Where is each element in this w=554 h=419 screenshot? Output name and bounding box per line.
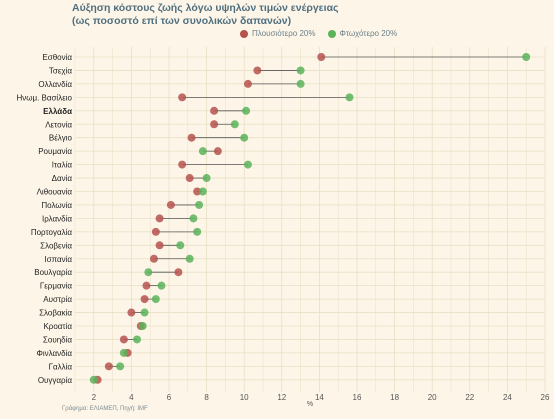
point-poor	[230, 120, 239, 129]
point-poor	[345, 93, 354, 102]
point-rich	[210, 120, 219, 129]
point-poor	[202, 174, 211, 183]
x-tick-label: 12	[277, 393, 286, 402]
point-rich	[213, 147, 222, 156]
point-rich	[104, 362, 113, 371]
y-tick-label: Βουλγαρία	[34, 268, 72, 277]
x-tick-label: 6	[167, 393, 172, 402]
point-poor	[144, 268, 153, 277]
chart-legend: Πλουσιότερο 20% Φτωχότερο 20%	[240, 29, 409, 38]
y-tick-label: Σλοβενία	[40, 241, 72, 250]
point-poor	[157, 281, 166, 290]
y-tick-label: Ιρλανδία	[42, 214, 72, 223]
point-rich	[174, 268, 183, 277]
point-poor	[133, 335, 142, 344]
point-poor	[140, 308, 149, 317]
point-rich	[243, 79, 252, 88]
y-tick-label: Σουηδία	[43, 335, 72, 344]
x-tick-label: 10	[240, 393, 249, 402]
y-tick-label: Φινλανδία	[36, 349, 72, 358]
point-rich	[166, 200, 175, 209]
x-tick-label: 26	[541, 393, 550, 402]
y-tick-label: Ηνωμ. Βασίλειο	[16, 93, 72, 102]
legend-poor-label: Φτωχότερο 20%	[339, 29, 398, 38]
point-poor	[138, 322, 147, 330]
y-tick-label: Ολλανδία	[38, 80, 72, 89]
y-tick-label: Λιθουανία	[37, 188, 73, 197]
y-tick-label: Πολωνία	[41, 201, 72, 210]
legend-item-poor: Φτωχότερο 20%	[327, 29, 398, 38]
point-rich	[155, 214, 164, 223]
point-poor	[243, 160, 252, 169]
y-tick-label: Ισπανία	[44, 255, 72, 264]
x-tick-label: 22	[465, 393, 474, 402]
point-poor	[522, 53, 531, 61]
point-poor	[176, 241, 185, 250]
point-poor	[198, 147, 207, 156]
point-rich	[140, 295, 149, 304]
point-poor	[116, 362, 125, 371]
y-tick-label: Σλοβακία	[39, 309, 72, 318]
point-rich	[185, 174, 194, 183]
x-axis-label: %	[307, 401, 313, 408]
point-poor	[296, 66, 305, 75]
point-rich	[178, 93, 187, 102]
x-tick-label: 20	[428, 393, 437, 402]
point-rich	[193, 187, 202, 196]
y-tick-label: Λετονία	[45, 120, 72, 129]
x-tick-label: 14	[315, 393, 324, 402]
point-poor	[151, 295, 160, 304]
point-poor	[189, 214, 198, 223]
point-rich	[155, 241, 164, 250]
chart-title-line1: Αύξηση κόστους ζωής λόγω υψηλών τιμών εν…	[72, 2, 339, 14]
point-rich	[178, 160, 187, 169]
x-tick-label: 4	[129, 393, 134, 402]
point-rich	[317, 53, 326, 61]
point-rich	[151, 227, 160, 236]
y-tick-label: Αυστρία	[43, 295, 72, 304]
y-tick-label: Ουγγαρία	[38, 376, 73, 385]
legend-rich-dot-icon	[240, 29, 248, 38]
x-tick-label: 18	[390, 393, 399, 402]
point-rich	[210, 106, 219, 115]
point-poor	[198, 187, 207, 196]
y-tick-label: Δανία	[52, 174, 73, 183]
point-rich	[253, 66, 262, 75]
legend-rich-label: Πλουσιότερο 20%	[252, 29, 316, 38]
point-rich	[187, 133, 196, 142]
y-tick-label: Πορτογαλία	[31, 228, 73, 237]
y-tick-label: Ρουμανία	[38, 147, 72, 156]
plot-area	[75, 47, 545, 392]
legend-item-rich: Πλουσιότερο 20%	[240, 29, 316, 38]
y-tick-label: Γαλλία	[49, 362, 73, 371]
chart-title: Αύξηση κόστους ζωής λόγω υψηλών τιμών εν…	[72, 2, 339, 28]
point-poor	[89, 375, 98, 384]
chart-source: Γράφημα: ΕΛΙΑΜΕΠ, Πηγή: IMF	[62, 406, 148, 412]
y-tick-label: Τσεχία	[49, 66, 72, 75]
point-rich	[119, 335, 128, 344]
legend-poor-dot-icon	[327, 29, 336, 38]
point-rich	[149, 254, 158, 263]
y-tick-label: Εσθονία	[42, 53, 72, 62]
point-poor	[296, 79, 305, 88]
point-poor	[185, 254, 194, 263]
y-tick-label: Κροατία	[43, 322, 72, 331]
point-rich	[142, 281, 151, 290]
y-tick-label: Ιταλία	[52, 161, 73, 170]
x-tick-label: 2	[92, 393, 97, 402]
chart-title-line2: (ως ποσοστό επί των συνολικών δαπανών)	[72, 15, 292, 27]
point-poor	[242, 106, 251, 115]
x-tick-label: 8	[204, 393, 209, 402]
point-rich	[127, 308, 136, 317]
y-tick-label: Ελλάδα	[43, 107, 72, 116]
point-poor	[195, 200, 204, 209]
point-poor	[193, 227, 202, 236]
x-tick-label: 16	[353, 393, 362, 402]
y-tick-label: Βέλγιο	[49, 134, 73, 143]
point-poor	[240, 133, 249, 142]
y-tick-label: Γερμανία	[40, 282, 73, 291]
point-poor	[119, 348, 128, 357]
x-tick-label: 24	[503, 393, 512, 402]
